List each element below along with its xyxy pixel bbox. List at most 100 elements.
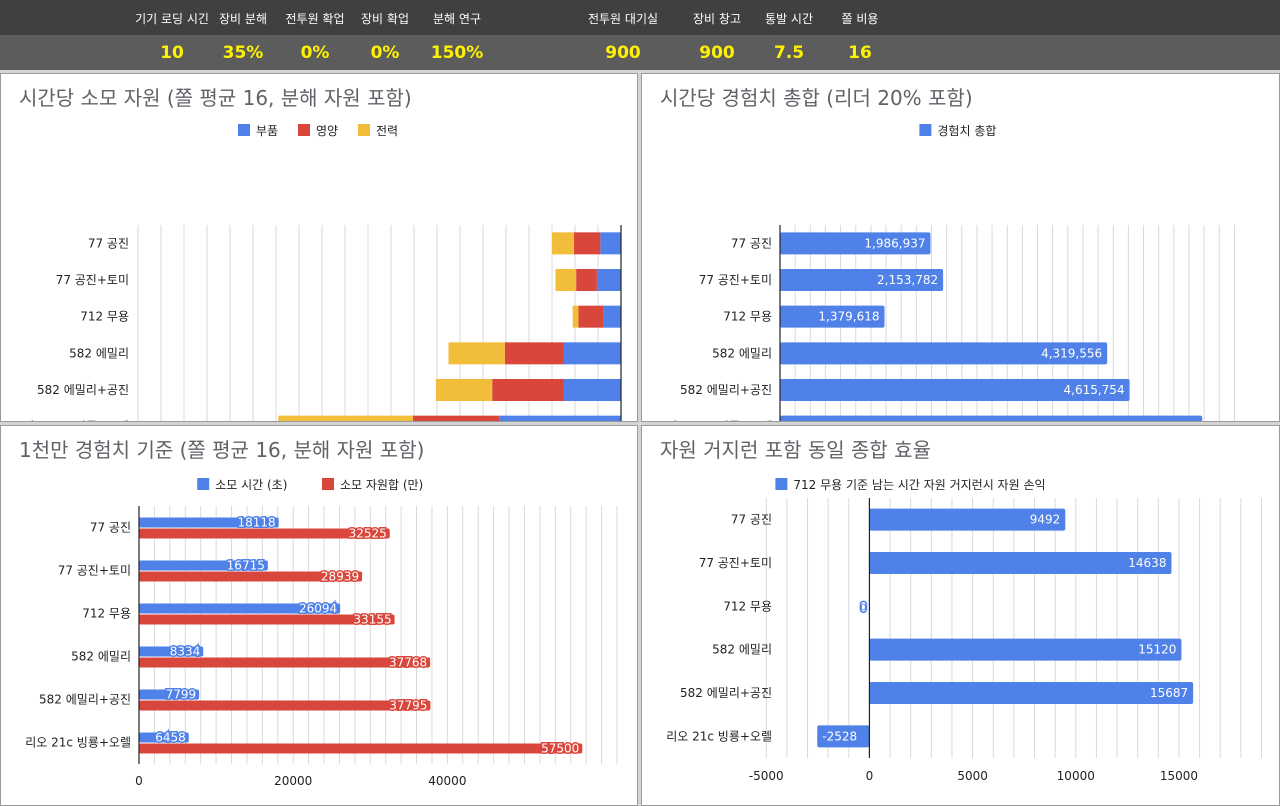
- bar: [139, 603, 341, 614]
- bar-segment: [435, 379, 493, 401]
- data-label: 1,986,937: [864, 236, 925, 250]
- category-label: 712 무용: [82, 607, 131, 621]
- bar-segment: [555, 269, 577, 291]
- category-label: 리오 21c 빙룡+오렐: [25, 736, 131, 750]
- legend-swatch: [197, 478, 210, 490]
- category-label: 77 공진: [90, 521, 131, 535]
- bar-segment: [492, 379, 564, 401]
- bar-segment: [596, 269, 621, 291]
- legend-swatch: [298, 124, 310, 136]
- data-label: 4,319,556: [1041, 346, 1102, 360]
- legend-label: 영양: [316, 124, 338, 138]
- bar-segment: [499, 415, 621, 421]
- chart-title: 자원 거지런 포함 동일 종합 효율: [660, 438, 931, 462]
- setting-value: 7.5: [773, 43, 805, 63]
- bar-segment: [412, 415, 500, 421]
- settings-label-bar: [0, 0, 1280, 35]
- data-label: 18118: [237, 516, 275, 530]
- setting-label: 장비 확업: [361, 12, 409, 26]
- category-label: 582 에밀리+공진: [39, 693, 131, 707]
- legend-swatch: [919, 124, 932, 136]
- bar: [780, 269, 944, 291]
- setting-value: 0%: [300, 43, 330, 63]
- setting-value: 35%: [222, 43, 264, 63]
- category-label: 77 공진: [731, 236, 772, 250]
- bar: [139, 571, 363, 582]
- bar-segment: [572, 305, 579, 328]
- setting-value: 0%: [370, 43, 400, 63]
- category-label: 712 무용: [723, 599, 772, 613]
- data-label: 8334: [170, 645, 201, 659]
- bar: [139, 517, 279, 528]
- chart-title: 시간당 경험치 총합 (리더 20% 포함): [660, 86, 973, 110]
- bar: [817, 725, 870, 748]
- setting-value: 16: [848, 43, 872, 63]
- category-label: 77 공진+토미: [699, 273, 772, 287]
- legend-swatch: [322, 478, 334, 490]
- category-label: 712 무용: [80, 310, 129, 324]
- category-label: 77 공진+토미: [56, 273, 129, 287]
- chart-title: 1천만 경험치 기준 (쫄 평균 16, 분해 자원 포함): [19, 438, 424, 462]
- data-label: 15120: [1138, 643, 1176, 657]
- bar-segment: [576, 269, 597, 291]
- bar: [869, 682, 1194, 704]
- x-tick-label: -5000: [749, 769, 784, 783]
- data-label: 5,574,194: [1136, 420, 1197, 422]
- settings-value-bar: [0, 35, 1280, 70]
- category-label: 리오 21c 빙룡+오렐: [666, 729, 772, 743]
- setting-label: 분해 연구: [433, 12, 481, 26]
- x-tick-label: 20000: [274, 774, 312, 788]
- x-tick-label: 10000: [1057, 769, 1095, 783]
- bar: [139, 646, 204, 657]
- legend-label: 소모 자원합 (만): [340, 478, 423, 492]
- bar-segment: [278, 415, 413, 421]
- setting-value: 10: [160, 43, 184, 63]
- data-label: 14638: [1128, 556, 1166, 570]
- category-label: 582 에밀리+공진: [37, 383, 129, 397]
- x-tick-label: 40000: [428, 774, 466, 788]
- data-label: 6458: [155, 731, 186, 745]
- bar: [139, 689, 200, 700]
- data-label: 26094: [299, 602, 337, 616]
- chart-panel-efficiency: 자원 거지런 포함 동일 종합 효율 712 무용 기준 남는 시간 자원 거지런…: [641, 425, 1280, 806]
- bar: [139, 528, 390, 539]
- bar: [780, 305, 885, 328]
- legend-swatch: [775, 478, 788, 490]
- setting-label: 전투원 확업: [285, 12, 345, 26]
- data-label: 4,615,754: [1064, 383, 1125, 397]
- bar-segment: [552, 232, 574, 255]
- data-label: 16715: [227, 559, 265, 573]
- category-label: 582 에밀리+공진: [680, 686, 772, 700]
- bar: [780, 379, 1130, 401]
- chart-svg: 1천만 경험치 기준 (쫄 평균 16, 분해 자원 포함) 소모 시간 (초) 소…: [19, 438, 618, 788]
- chart-svg: 자원 거지런 포함 동일 종합 효율 712 무용 기준 남는 시간 자원 거지런…: [660, 438, 1262, 783]
- chart-svg: 시간당 경험치 총합 (리더 20% 포함)경험치 총합02,000,0004,…: [660, 86, 1235, 422]
- setting-label: 기기 로딩 시긴: [135, 12, 209, 26]
- bar: [869, 552, 1172, 574]
- category-label: 리오 21c 빙룡+오렐: [23, 420, 129, 422]
- category-label: 77 공진: [731, 513, 772, 527]
- bar: [139, 743, 583, 754]
- x-tick-label: 0: [866, 769, 874, 783]
- x-tick-label: 0: [135, 774, 143, 788]
- setting-label: 통발 시간: [765, 12, 813, 26]
- data-label: 37768: [389, 656, 427, 670]
- zero-marker: [859, 600, 868, 614]
- data-label: -2528: [822, 729, 857, 743]
- legend-label: 소모 시간 (초): [215, 478, 287, 492]
- category-label: 582 에밀리: [69, 346, 129, 360]
- setting-label: 장비 창고: [693, 12, 741, 26]
- legend-swatch: [238, 124, 250, 136]
- bar: [139, 560, 268, 571]
- setting-value: 900: [699, 43, 735, 63]
- data-label: 7799: [166, 688, 197, 702]
- category-label: 582 에밀리+공진: [680, 383, 772, 397]
- chart-svg: 시간당 소모 자원 (쫄 평균 16, 분해 자원 포함)부품영양전력-4000…: [19, 86, 622, 422]
- data-label: 2,153,782: [877, 273, 938, 287]
- chart-title: 시간당 소모 자원 (쫄 평균 16, 분해 자원 포함): [19, 86, 412, 110]
- data-label: 32525: [349, 527, 387, 541]
- setting-value: 900: [605, 43, 641, 63]
- data-label: 33155: [353, 613, 391, 627]
- data-label: 9492: [1030, 513, 1061, 527]
- data-label: 0: [860, 602, 866, 613]
